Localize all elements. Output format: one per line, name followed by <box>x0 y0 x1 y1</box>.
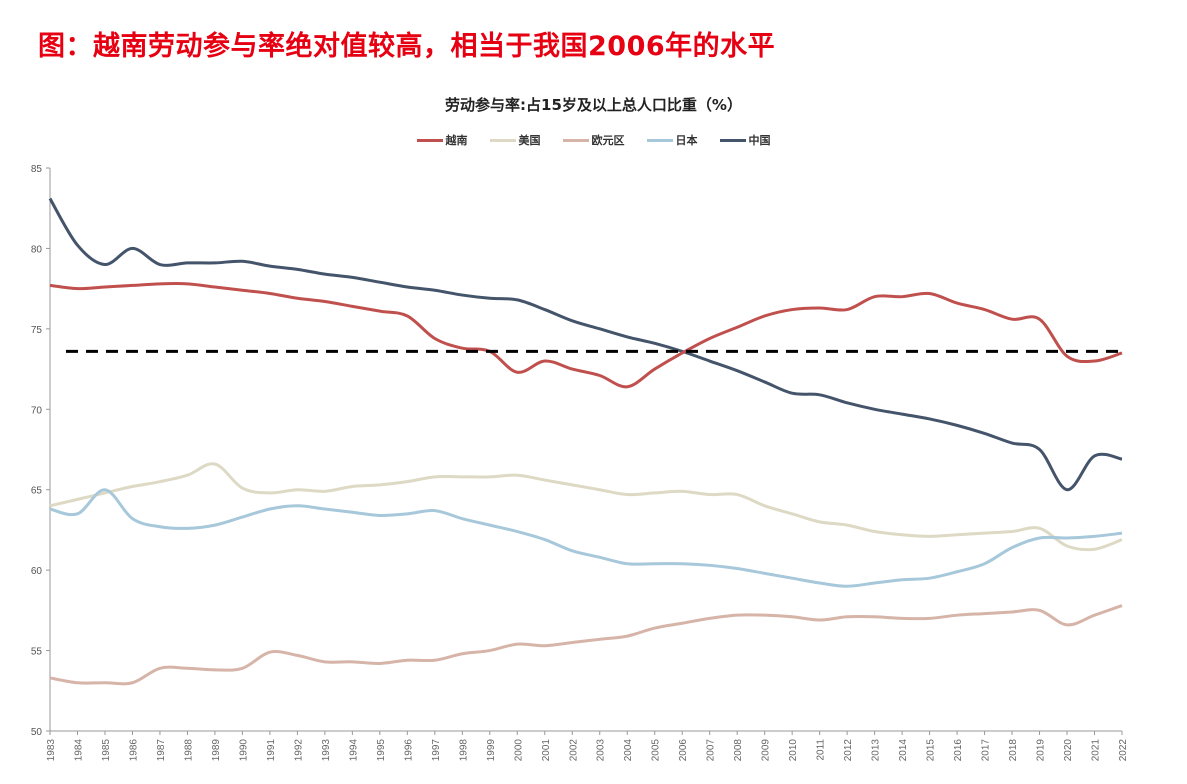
y-tick-label: 70 <box>31 405 43 416</box>
legend-label: 越南 <box>445 134 468 147</box>
x-tick-label: 1990 <box>238 739 249 762</box>
y-tick-label: 55 <box>31 647 43 658</box>
x-tick-label: 2010 <box>788 739 799 762</box>
y-tick-label: 60 <box>31 566 43 577</box>
series-line-2 <box>49 604 1123 686</box>
headline: 图：越南劳动参与率绝对值较高，相当于我国2006年的水平 <box>38 31 776 62</box>
x-tick-label: 1983 <box>46 739 57 762</box>
x-tick-label: 1999 <box>486 739 497 762</box>
x-tick-label: 2015 <box>926 739 937 762</box>
x-tick-label: 1994 <box>348 739 359 762</box>
legend-label: 日本 <box>675 134 698 147</box>
x-tick-label: 2008 <box>733 739 744 762</box>
x-tick-label: 2009 <box>761 739 772 762</box>
legend-label: 美国 <box>518 134 541 147</box>
legend: 越南 美国 欧元区 日本 中国 <box>0 132 1187 148</box>
chart-title: 劳动参与率:占15岁及以上总人口比重（%） <box>445 96 742 114</box>
x-tick-label: 1992 <box>293 739 304 762</box>
x-tick-label: 2004 <box>623 739 634 762</box>
legend-label: 中国 <box>748 134 771 147</box>
x-tick-label: 1985 <box>101 739 112 762</box>
x-tick-label: 2022 <box>1118 739 1129 762</box>
y-tick-label: 80 <box>31 244 43 255</box>
legend-item: 欧元区 <box>562 132 625 148</box>
x-tick-label: 2021 <box>1091 739 1102 762</box>
x-tick-label: 1987 <box>156 739 167 762</box>
legend-swatch <box>719 138 746 142</box>
x-tick-label: 1995 <box>376 739 387 762</box>
x-tick-label: 2011 <box>816 739 827 761</box>
series-line-4 <box>48 197 1123 492</box>
x-tick-label: 2003 <box>596 739 607 762</box>
y-tick-label: 65 <box>31 486 43 497</box>
x-tick-label: 1988 <box>183 739 194 762</box>
series-line-3 <box>49 488 1123 588</box>
y-tick-label: 50 <box>31 727 43 738</box>
x-tick-label: 1997 <box>431 739 442 762</box>
x-tick-label: 2001 <box>541 739 552 762</box>
x-tick-label: 1993 <box>321 739 332 762</box>
x-tick-label: 2013 <box>871 739 882 762</box>
x-tick-label: 2005 <box>651 739 662 762</box>
legend-item: 日本 <box>646 132 698 148</box>
x-tick-label: 2020 <box>1063 739 1074 762</box>
x-tick-label: 1991 <box>266 739 277 762</box>
x-tick-label: 2012 <box>843 739 854 762</box>
x-tick-label: 1984 <box>73 739 84 762</box>
x-tick-label: 1996 <box>403 739 414 762</box>
legend-item: 越南 <box>416 132 468 148</box>
y-tick-label: 75 <box>31 325 43 336</box>
x-tick-label: 2017 <box>981 739 992 762</box>
legend-swatch <box>489 138 516 142</box>
legend-label: 欧元区 <box>591 134 625 147</box>
legend-item: 中国 <box>719 132 771 148</box>
x-tick-label: 1998 <box>458 739 469 762</box>
x-tick-label: 2000 <box>513 739 524 762</box>
legend-item: 美国 <box>489 132 541 148</box>
x-tick-label: 2018 <box>1008 739 1019 762</box>
x-tick-label: 2019 <box>1036 739 1047 762</box>
x-tick-label: 2016 <box>953 739 964 762</box>
series-line-1 <box>49 462 1123 552</box>
x-tick-label: 2006 <box>678 739 689 762</box>
x-tick-label: 1989 <box>211 739 222 762</box>
y-tick-label: 85 <box>31 164 43 175</box>
x-tick-label: 2007 <box>706 739 717 762</box>
legend-swatch <box>562 138 589 142</box>
series-line-0 <box>49 282 1123 389</box>
x-tick-label: 2014 <box>898 739 909 762</box>
legend-swatch <box>416 138 443 142</box>
x-tick-label: 1986 <box>128 739 139 762</box>
legend-swatch <box>646 138 673 142</box>
x-tick-label: 2002 <box>568 739 579 762</box>
